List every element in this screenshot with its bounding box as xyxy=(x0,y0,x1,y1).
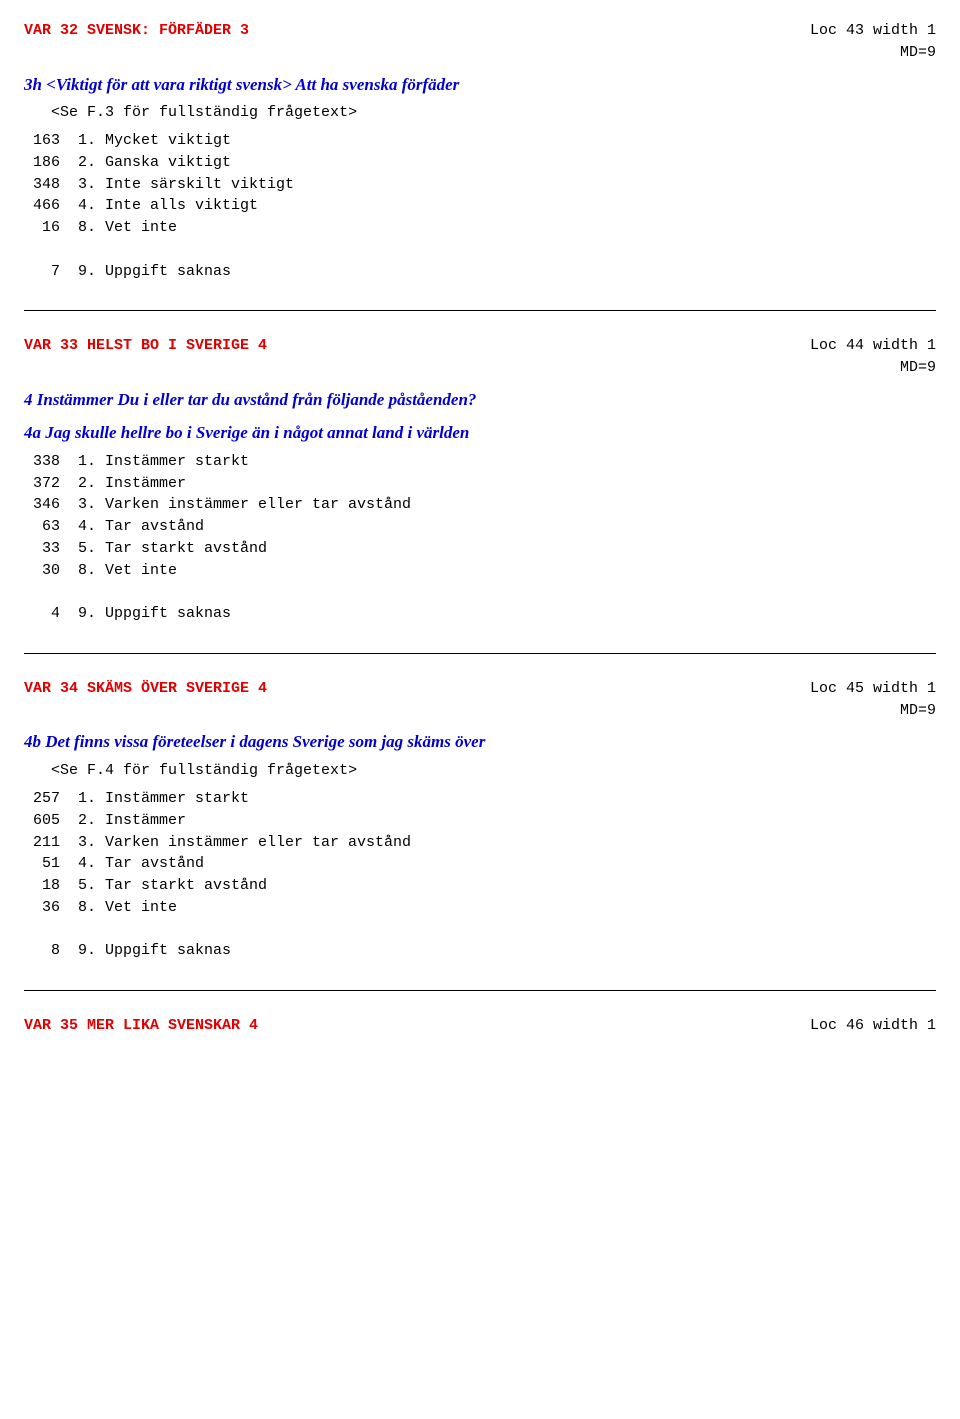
var35-header-right: Loc 46 width 1 xyxy=(810,1015,936,1037)
var33-loc: Loc 44 width 1 xyxy=(810,337,936,354)
var35-header: VAR 35 MER LIKA SVENSKAR 4 Loc 46 width … xyxy=(24,1015,936,1037)
var34-loc: Loc 45 width 1 xyxy=(810,680,936,697)
var33-q2-text: Jag skulle hellre bo i Sverige än i någo… xyxy=(45,423,469,442)
var32-see-ref: <Se F.3 för fullständig frågetext> xyxy=(24,102,936,124)
var33-header-left: VAR 33 HELST BO I SVERIGE 4 xyxy=(24,335,267,357)
separator xyxy=(24,990,936,991)
var34-header: VAR 34 SKÄMS ÖVER SVERIGE 4 Loc 45 width… xyxy=(24,678,936,722)
var34-q-text: Det finns vissa företeelser i dagens Sve… xyxy=(45,732,485,751)
var32-header-right: Loc 43 width 1 MD=9 xyxy=(810,20,936,64)
var33-question-1: 4 Instämmer Du i eller tar du avstånd fr… xyxy=(24,389,936,412)
separator xyxy=(24,653,936,654)
var32-question: 3h <Viktigt för att vara riktigt svensk>… xyxy=(24,74,936,97)
var33-header-right: Loc 44 width 1 MD=9 xyxy=(810,335,936,379)
var34-md: MD=9 xyxy=(900,702,936,719)
var32-q-text: <Viktigt för att vara riktigt svensk> At… xyxy=(46,75,459,94)
var33-q1-text: Instämmer Du i eller tar du avstånd från… xyxy=(37,390,477,409)
var33-q2-prefix: 4a xyxy=(24,423,45,442)
var33-question-2: 4a Jag skulle hellre bo i Sverige än i n… xyxy=(24,422,936,445)
var32-q-prefix: 3h xyxy=(24,75,46,94)
var33-q1-prefix: 4 xyxy=(24,390,37,409)
var32-md: MD=9 xyxy=(900,44,936,61)
var33-values: 338 1. Instämmer starkt 372 2. Instämmer… xyxy=(24,451,936,625)
var32-header-left: VAR 32 SVENSK: FÖRFÄDER 3 xyxy=(24,20,249,42)
var35-header-left: VAR 35 MER LIKA SVENSKAR 4 xyxy=(24,1015,258,1037)
var32-values: 163 1. Mycket viktigt 186 2. Ganska vikt… xyxy=(24,130,936,282)
var33-md: MD=9 xyxy=(900,359,936,376)
var35-loc: Loc 46 width 1 xyxy=(810,1017,936,1034)
var34-see-ref: <Se F.4 för fullständig frågetext> xyxy=(24,760,936,782)
var32-loc: Loc 43 width 1 xyxy=(810,22,936,39)
var34-question: 4b Det finns vissa företeelser i dagens … xyxy=(24,731,936,754)
separator xyxy=(24,310,936,311)
var33-header: VAR 33 HELST BO I SVERIGE 4 Loc 44 width… xyxy=(24,335,936,379)
var34-header-right: Loc 45 width 1 MD=9 xyxy=(810,678,936,722)
var34-header-left: VAR 34 SKÄMS ÖVER SVERIGE 4 xyxy=(24,678,267,700)
var32-header: VAR 32 SVENSK: FÖRFÄDER 3 Loc 43 width 1… xyxy=(24,20,936,64)
var34-values: 257 1. Instämmer starkt 605 2. Instämmer… xyxy=(24,788,936,962)
var34-q-prefix: 4b xyxy=(24,732,45,751)
